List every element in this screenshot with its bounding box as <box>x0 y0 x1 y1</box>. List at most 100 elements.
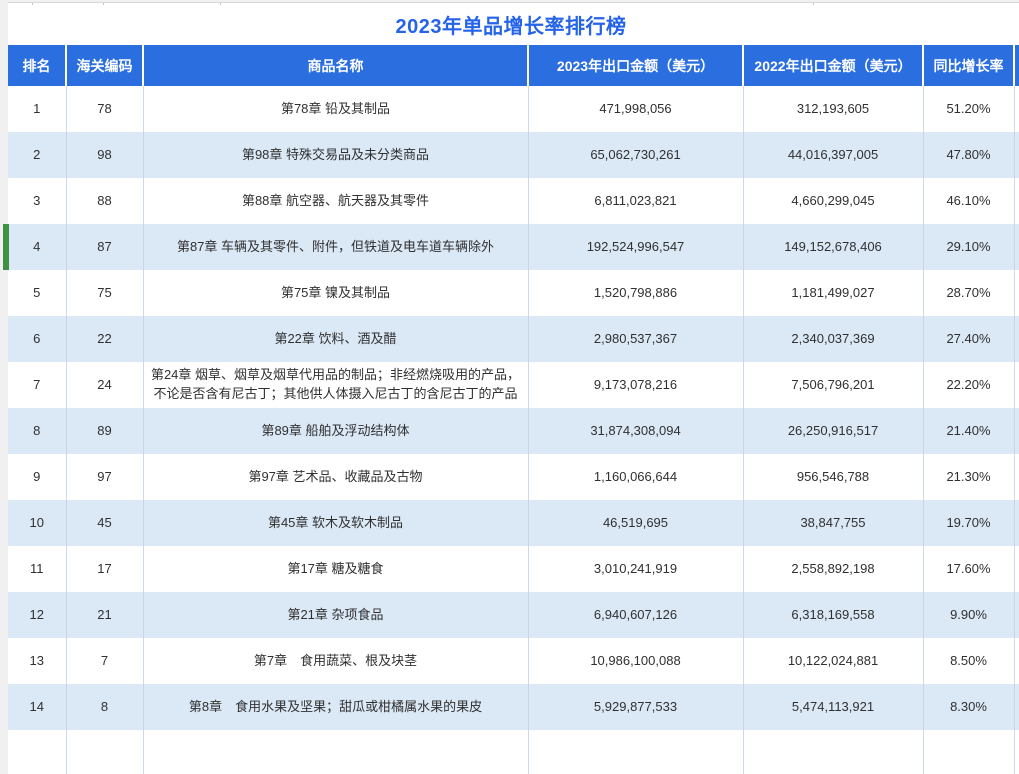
rank-cell[interactable]: 13 <box>8 638 67 684</box>
product-cell[interactable]: 第24章 烟草、烟草及烟草代用品的制品；非经燃烧吸用的产品，不论是否含有尼古丁；… <box>143 362 529 408</box>
rank-cell[interactable]: 12 <box>8 592 67 638</box>
overflow-cell[interactable] <box>1014 546 1019 592</box>
growth-cell[interactable]: 21.30% <box>923 454 1015 500</box>
hs-code-cell[interactable]: 45 <box>66 500 144 546</box>
hs-code-cell[interactable]: 21 <box>66 592 144 638</box>
rank-cell[interactable]: 6 <box>8 316 67 362</box>
rank-cell[interactable]: 11 <box>8 546 67 592</box>
product-cell[interactable]: 第88章 航空器、航天器及其零件 <box>143 178 529 224</box>
product-cell[interactable]: 第87章 车辆及其零件、附件，但铁道及电车道车辆除外 <box>143 224 529 270</box>
overflow-cell[interactable] <box>1014 316 1019 362</box>
amount-2023-cell[interactable]: 192,524,996,547 <box>528 224 744 270</box>
growth-cell[interactable]: 19.70% <box>923 500 1015 546</box>
amount-2023-cell[interactable]: 3,010,241,919 <box>528 546 744 592</box>
rank-cell[interactable]: 3 <box>8 178 67 224</box>
hs-code-cell[interactable]: 78 <box>66 86 144 132</box>
amount-2023-cell[interactable]: 9,173,078,216 <box>528 362 744 408</box>
growth-cell[interactable]: 27.40% <box>923 316 1015 362</box>
amount-2023-cell[interactable]: 31,874,308,094 <box>528 408 744 454</box>
growth-cell[interactable]: 51.20% <box>923 86 1015 132</box>
product-cell[interactable]: 第89章 船舶及浮动结构体 <box>143 408 529 454</box>
amount-2022-cell[interactable]: 312,193,605 <box>743 86 924 132</box>
product-cell[interactable]: 第7章 食用蔬菜、根及块茎 <box>143 638 529 684</box>
rank-cell[interactable]: 7 <box>8 362 67 408</box>
rank-cell[interactable]: 9 <box>8 454 67 500</box>
rank-cell[interactable]: 14 <box>8 684 67 730</box>
growth-cell[interactable]: 17.60% <box>923 546 1015 592</box>
amount-2022-cell[interactable]: 6,318,169,558 <box>743 592 924 638</box>
overflow-cell[interactable] <box>1014 86 1019 132</box>
growth-cell[interactable]: 8.30% <box>923 684 1015 730</box>
product-cell[interactable]: 第98章 特殊交易品及未分类商品 <box>143 132 529 178</box>
amount-2023-cell[interactable]: 1,160,066,644 <box>528 454 744 500</box>
growth-cell[interactable]: 9.90% <box>923 592 1015 638</box>
hs-code-cell[interactable]: 7 <box>66 638 144 684</box>
growth-cell[interactable]: 8.50% <box>923 638 1015 684</box>
amount-2023-cell[interactable]: 5,929,877,533 <box>528 684 744 730</box>
overflow-cell[interactable] <box>1014 178 1019 224</box>
product-cell[interactable]: 第75章 镍及其制品 <box>143 270 529 316</box>
amount-2022-cell[interactable]: 10,122,024,881 <box>743 638 924 684</box>
rank-cell[interactable]: 5 <box>8 270 67 316</box>
product-cell[interactable]: 第22章 饮料、酒及醋 <box>143 316 529 362</box>
growth-cell[interactable]: 47.80% <box>923 132 1015 178</box>
amount-2023-cell[interactable]: 1,520,798,886 <box>528 270 744 316</box>
grid-tick <box>220 3 221 5</box>
hs-code-cell[interactable]: 98 <box>66 132 144 178</box>
amount-2022-cell[interactable]: 1,181,499,027 <box>743 270 924 316</box>
rank-cell[interactable]: 8 <box>8 408 67 454</box>
amount-2023-cell[interactable]: 65,062,730,261 <box>528 132 744 178</box>
growth-cell[interactable]: 46.10% <box>923 178 1015 224</box>
title-row: 2023年单品增长率排行榜 <box>8 3 1019 45</box>
rank-cell[interactable]: 1 <box>8 86 67 132</box>
amount-2023-cell[interactable]: 10,986,100,088 <box>528 638 744 684</box>
amount-2022-cell[interactable]: 26,250,916,517 <box>743 408 924 454</box>
amount-2023-cell[interactable]: 6,811,023,821 <box>528 178 744 224</box>
growth-cell[interactable]: 22.20% <box>923 362 1015 408</box>
amount-2022-cell[interactable]: 7,506,796,201 <box>743 362 924 408</box>
amount-2022-cell[interactable]: 44,016,397,005 <box>743 132 924 178</box>
overflow-cell[interactable] <box>1014 408 1019 454</box>
amount-2022-cell[interactable]: 38,847,755 <box>743 500 924 546</box>
growth-cell[interactable]: 28.70% <box>923 270 1015 316</box>
product-cell[interactable]: 第17章 糖及糖食 <box>143 546 529 592</box>
hs-code-cell[interactable]: 22 <box>66 316 144 362</box>
rank-cell[interactable]: 2 <box>8 132 67 178</box>
hs-code-cell[interactable]: 75 <box>66 270 144 316</box>
rank-cell[interactable]: 10 <box>8 500 67 546</box>
overflow-cell[interactable] <box>1014 224 1019 270</box>
product-cell[interactable]: 第8章 食用水果及坚果；甜瓜或柑橘属水果的果皮 <box>143 684 529 730</box>
product-cell[interactable]: 第45章 软木及软木制品 <box>143 500 529 546</box>
hs-code-cell[interactable]: 97 <box>66 454 144 500</box>
hs-code-cell[interactable]: 8 <box>66 684 144 730</box>
amount-2022-cell[interactable]: 2,340,037,369 <box>743 316 924 362</box>
hs-code-cell[interactable]: 24 <box>66 362 144 408</box>
overflow-cell[interactable] <box>1014 132 1019 178</box>
amount-2022-cell[interactable]: 2,558,892,198 <box>743 546 924 592</box>
hs-code-cell[interactable]: 17 <box>66 546 144 592</box>
hs-code-cell[interactable]: 88 <box>66 178 144 224</box>
amount-2022-cell[interactable]: 5,474,113,921 <box>743 684 924 730</box>
growth-cell[interactable]: 29.10% <box>923 224 1015 270</box>
overflow-cell[interactable] <box>1014 270 1019 316</box>
hs-code-cell[interactable]: 89 <box>66 408 144 454</box>
amount-2023-cell[interactable]: 46,519,695 <box>528 500 744 546</box>
overflow-cell[interactable] <box>1014 684 1019 730</box>
amount-2023-cell[interactable]: 471,998,056 <box>528 86 744 132</box>
rank-cell[interactable]: 4 <box>8 224 67 270</box>
product-cell[interactable]: 第78章 铅及其制品 <box>143 86 529 132</box>
amount-2022-cell[interactable]: 4,660,299,045 <box>743 178 924 224</box>
overflow-cell[interactable] <box>1014 362 1019 408</box>
growth-cell[interactable]: 21.40% <box>923 408 1015 454</box>
product-cell[interactable]: 第21章 杂项食品 <box>143 592 529 638</box>
overflow-cell[interactable] <box>1014 638 1019 684</box>
overflow-cell[interactable] <box>1014 500 1019 546</box>
amount-2022-cell[interactable]: 149,152,678,406 <box>743 224 924 270</box>
overflow-cell[interactable] <box>1014 592 1019 638</box>
amount-2023-cell[interactable]: 6,940,607,126 <box>528 592 744 638</box>
overflow-cell[interactable] <box>1014 454 1019 500</box>
product-cell[interactable]: 第97章 艺术品、收藏品及古物 <box>143 454 529 500</box>
amount-2023-cell[interactable]: 2,980,537,367 <box>528 316 744 362</box>
amount-2022-cell[interactable]: 956,546,788 <box>743 454 924 500</box>
hs-code-cell[interactable]: 87 <box>66 224 144 270</box>
